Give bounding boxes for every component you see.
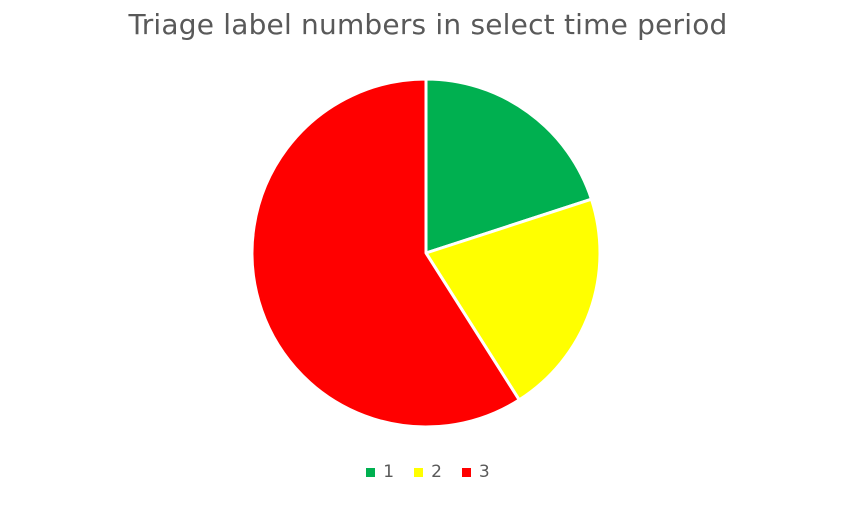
legend-label-2: 2 [431, 462, 442, 482]
legend: 1 2 3 [0, 462, 856, 482]
legend-swatch-1 [366, 467, 376, 477]
pie-slice-2 [424, 197, 602, 402]
legend-item-1: 1 [366, 462, 394, 482]
legend-item-2: 2 [414, 462, 442, 482]
pie-slice-3 [250, 77, 521, 429]
legend-item-3: 3 [461, 462, 490, 482]
pie-slice-1 [424, 77, 593, 255]
legend-label-3: 3 [478, 462, 490, 482]
legend-swatch-3 [461, 467, 471, 477]
chart-title: Triage label numbers in select time peri… [128, 8, 728, 41]
legend-swatch-2 [414, 467, 424, 477]
legend-label-1: 1 [383, 462, 395, 482]
